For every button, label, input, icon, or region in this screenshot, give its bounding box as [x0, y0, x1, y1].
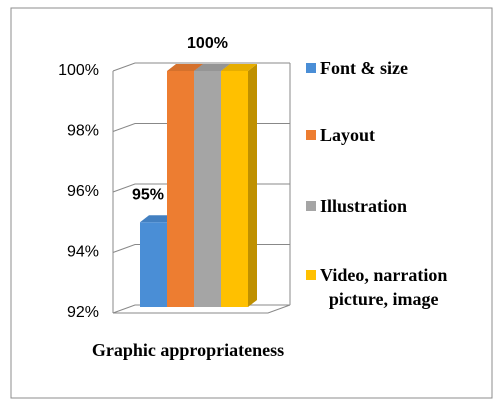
bar — [221, 71, 248, 307]
bar-top — [167, 64, 203, 71]
legend-swatch — [306, 130, 316, 140]
bar — [140, 222, 167, 307]
grid-line — [112, 62, 290, 72]
legend-swatch — [306, 270, 316, 280]
bar-top — [194, 64, 230, 71]
floor-edge — [113, 304, 291, 314]
y-tick-label: 96% — [67, 183, 99, 200]
bar — [167, 71, 194, 307]
bar-side — [248, 64, 257, 307]
legend-label: Video, narration picture, image — [320, 265, 448, 309]
y-tick-label: 98% — [67, 123, 99, 140]
legend-swatch — [306, 201, 316, 211]
legend-label: Illustration — [320, 196, 408, 216]
x-tick-label: Graphic appropriateness — [92, 340, 284, 360]
frame — [10, 7, 493, 399]
y-tick-label: 94% — [67, 244, 99, 261]
legend-swatch — [306, 63, 316, 73]
data-label: 95% — [132, 186, 164, 203]
legend-label: Font & size — [320, 58, 408, 78]
bar — [194, 71, 221, 307]
data-label: 100% — [187, 35, 228, 52]
bar-top — [221, 64, 257, 71]
y-tick-label: 100% — [58, 62, 99, 79]
legend-label: Layout — [320, 125, 376, 145]
y-tick-label: 92% — [67, 304, 99, 321]
